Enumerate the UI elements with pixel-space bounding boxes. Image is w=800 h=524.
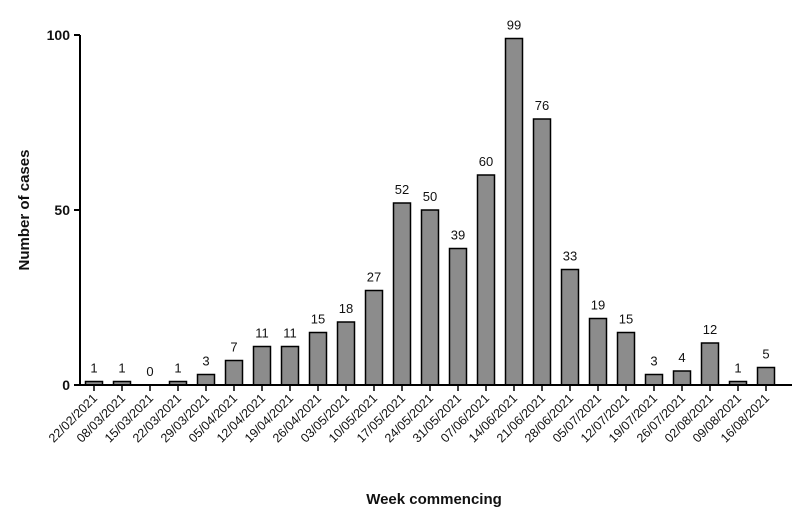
bar-value-label: 50 [423,189,437,204]
bars-group [84,37,776,386]
bar-value-label: 12 [703,322,717,337]
bar-value-label: 1 [90,361,97,376]
bar [336,321,356,386]
bar [308,331,328,386]
bar [196,373,216,386]
bar-value-label: 0 [146,364,153,379]
bar [588,317,608,386]
bar-value-label: 76 [535,98,549,113]
bar-value-label: 7 [230,340,237,355]
bar [644,373,664,386]
bar-value-label: 11 [255,326,269,341]
bar-value-label: 33 [563,249,577,264]
bar-value-label: 3 [650,354,657,369]
bar [392,202,412,386]
bar [756,366,776,386]
bar [252,345,272,386]
bar [364,289,384,386]
bar [504,37,524,386]
y-axis-title: Number of cases [16,150,33,271]
bar [532,118,552,386]
bar-value-label: 15 [619,312,633,327]
bar-value-label: 1 [174,361,181,376]
bar [476,174,496,386]
bar [224,359,244,386]
bar-value-label: 18 [339,301,353,316]
bar-value-label: 15 [311,312,325,327]
bar [672,370,692,386]
bar [700,342,720,386]
y-tick-label: 100 [47,27,71,43]
y-tick-label: 0 [62,377,70,393]
bar-value-label: 1 [118,361,125,376]
bar-value-label: 3 [202,354,209,369]
bar-value-label: 39 [451,228,465,243]
bar-value-label: 52 [395,182,409,197]
bar-value-label: 1 [734,361,741,376]
y-axis: 0 50 100 [47,27,81,393]
bar-value-label: 4 [678,350,685,365]
bar-value-label: 99 [507,18,521,33]
bar [560,268,580,386]
x-axis: 22/02/202108/03/202115/03/202122/03/2021… [46,384,792,445]
bar [616,331,636,386]
bar-value-label: 5 [762,347,769,362]
bar [448,247,468,386]
y-tick-label: 50 [54,202,70,218]
bar-value-label: 11 [283,326,297,341]
bar-value-label: 27 [367,270,381,285]
x-axis-title: Week commencing [366,491,502,508]
bar [420,209,440,386]
bar-value-label: 19 [591,298,605,313]
bar [280,345,300,386]
bar-value-label: 60 [479,154,493,169]
